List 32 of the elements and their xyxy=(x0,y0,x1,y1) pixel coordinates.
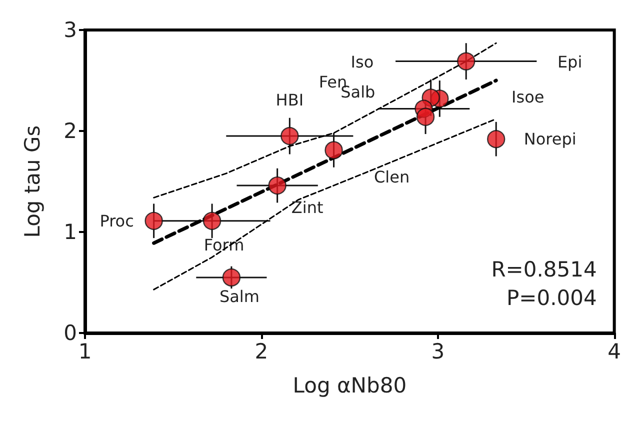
point xyxy=(487,130,506,148)
annotation: Isoe xyxy=(512,87,544,106)
point xyxy=(457,52,476,70)
annotation: P=0.004 xyxy=(506,286,597,310)
annotation: Salm xyxy=(219,286,260,306)
x-tick-label: 2 xyxy=(254,340,268,364)
x-axis-title: Log αNb80 xyxy=(292,374,407,398)
point xyxy=(268,176,286,195)
x-tick-label: 3 xyxy=(431,340,445,364)
y-tick-label: 3 xyxy=(64,18,77,42)
y-tick-label: 1 xyxy=(64,220,77,244)
annotation: Proc xyxy=(100,211,134,230)
point xyxy=(202,212,222,230)
point xyxy=(324,141,343,160)
point xyxy=(280,126,299,146)
annotation: Norepi xyxy=(524,130,576,149)
point xyxy=(416,108,435,126)
annotation: R=0.8514 xyxy=(491,257,597,282)
y-axis-title: Log tau Gs xyxy=(20,125,44,238)
y-tick-label: 2 xyxy=(64,119,77,143)
line-series xyxy=(153,42,497,198)
annotation: Clen xyxy=(374,168,410,187)
x-tick-label: 1 xyxy=(78,340,92,364)
y-tick-label: 0 xyxy=(64,321,77,345)
annotation: Zint xyxy=(291,198,324,218)
point xyxy=(144,212,163,230)
point xyxy=(222,268,241,287)
annotation: Iso xyxy=(350,52,374,72)
annotation: Form xyxy=(204,235,244,254)
annotation: Epi xyxy=(557,52,582,72)
x-tick-label: 4 xyxy=(608,340,622,364)
annotation: HBI xyxy=(276,90,304,110)
